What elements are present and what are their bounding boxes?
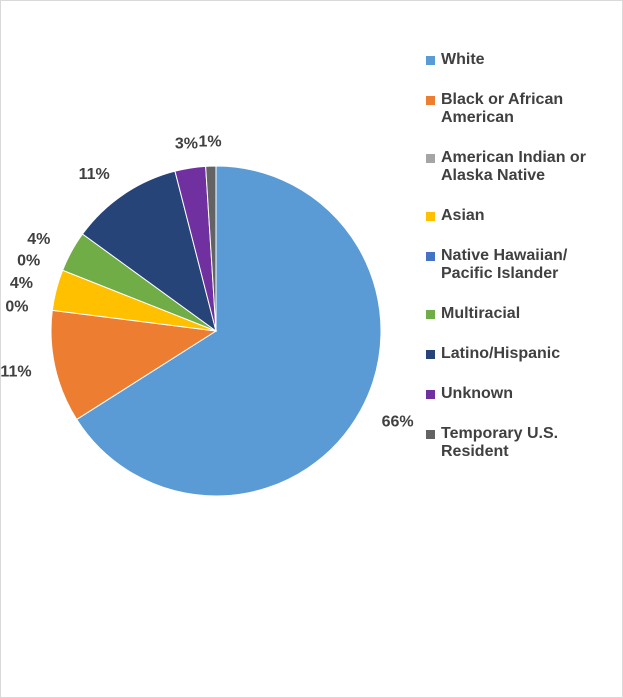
legend-swatch: [426, 430, 435, 439]
legend-swatch: [426, 310, 435, 319]
legend-label: Black or African American: [441, 91, 564, 126]
legend-label: Temporary U.S. Resident: [441, 425, 559, 460]
legend-label: Multiracial: [441, 305, 521, 322]
legend-swatch: [426, 212, 435, 221]
legend-label: Asian: [441, 207, 485, 224]
legend-swatch: [426, 56, 435, 65]
data-label: 3%: [175, 136, 198, 153]
legend-label: White: [441, 51, 485, 68]
legend-item: American Indian or Alaska Native: [426, 149, 616, 185]
legend-item: Native Hawaiian/ Pacific Islander: [426, 247, 616, 283]
data-label: 66%: [382, 413, 414, 430]
legend-label: Native Hawaiian/ Pacific Islander: [441, 247, 568, 282]
legend-item: Latino/Hispanic: [426, 345, 616, 363]
legend-item: Temporary U.S. Resident: [426, 425, 616, 461]
legend-label: American Indian or Alaska Native: [441, 149, 586, 184]
pie-slice: [205, 165, 217, 332]
legend-label: Unknown: [441, 385, 513, 402]
data-label: 11%: [79, 166, 110, 183]
legend-label: Latino/Hispanic: [441, 345, 561, 362]
legend-item: Black or African American: [426, 91, 616, 127]
legend-item: Multiracial: [426, 305, 616, 323]
pie-slice: [50, 309, 218, 421]
data-label: 1%: [199, 133, 222, 150]
legend-swatch: [426, 252, 435, 261]
legend-swatch: [426, 96, 435, 105]
data-label: 0%: [5, 299, 28, 316]
pie-slice: [75, 165, 382, 497]
pie-slice: [81, 170, 217, 333]
legend-item: Unknown: [426, 385, 616, 403]
legend-item: Asian: [426, 207, 616, 225]
legend: White Black or African American American I…: [426, 51, 616, 483]
legend-swatch: [426, 154, 435, 163]
legend-item: White: [426, 51, 616, 69]
data-label: 4%: [10, 275, 33, 292]
legend-swatch: [426, 350, 435, 359]
data-label: 4%: [27, 231, 50, 248]
legend-swatch: [426, 390, 435, 399]
data-label: 0%: [17, 253, 40, 270]
data-label: 11%: [1, 363, 32, 380]
